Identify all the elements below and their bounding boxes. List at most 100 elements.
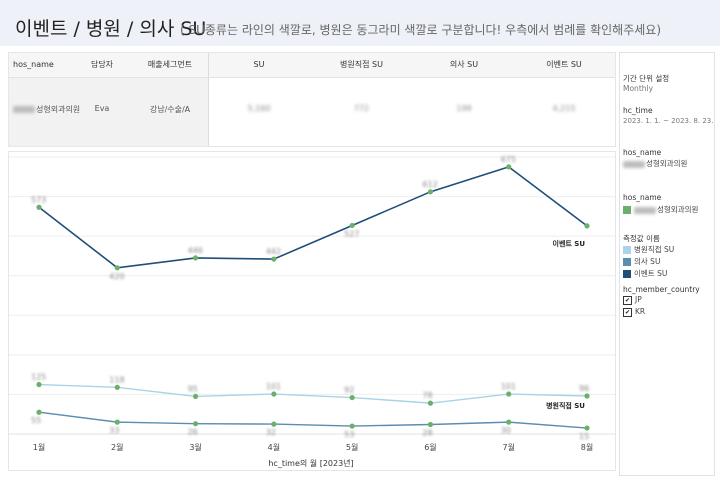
data-point [114, 265, 120, 271]
country-option-kr[interactable]: ✔ KR [623, 307, 645, 317]
x-tick-label: 3월 [189, 442, 201, 452]
chart-svg: 573 420 446 442 527 612 675 125 118 95 101 92 78 101 9… [9, 155, 615, 452]
data-point [584, 393, 590, 399]
data-label: 26 [188, 428, 198, 437]
checkbox-checked-icon[interactable]: ✔ [623, 307, 632, 317]
measure-legend-label: 측정값 이름 [623, 234, 660, 243]
series-end-label: 이벤트 SU [553, 239, 586, 248]
data-label: 442 [266, 247, 281, 256]
col-header-manager[interactable]: 담당자 [90, 60, 114, 69]
cell-su: 5,160 [247, 104, 271, 113]
data-point [192, 255, 199, 261]
data-label: 420 [109, 272, 124, 281]
data-point [506, 419, 512, 425]
x-tick-label: 5월 [346, 442, 358, 452]
data-label: 92 [344, 386, 354, 395]
data-label: 101 [501, 382, 516, 391]
hos-filter-label: hos_name [623, 148, 662, 157]
data-point [192, 393, 199, 400]
data-label: 30 [501, 426, 511, 435]
time-filter-range[interactable]: 2023. 1. 1. ~ 2023. 8. 23. [623, 117, 714, 125]
series-line [38, 411, 588, 429]
cell-hosp-su: 772 [353, 104, 370, 113]
table-divider [208, 53, 209, 146]
measure-legend-item[interactable]: 이벤트 SU [623, 268, 667, 279]
checkbox-checked-icon[interactable]: ✔ [623, 295, 632, 305]
measure-color-swatch [623, 258, 631, 266]
country-option-jp[interactable]: ✔ JP [623, 295, 642, 305]
cell-doctor-su: 199 [456, 104, 472, 113]
data-label: 28 [422, 429, 432, 438]
data-label: 55 [31, 416, 41, 425]
data-point [349, 394, 355, 401]
country-label: JP [635, 295, 642, 304]
x-tick-label: 8월 [581, 442, 593, 452]
cell-hos-name: 성형외과의원 [13, 104, 80, 115]
data-point [36, 381, 42, 388]
data-label: 527 [344, 229, 359, 238]
hos-color-swatch [623, 206, 631, 214]
x-tick-label: 1월 [33, 442, 45, 452]
measure-legend-text: 병원직접 SU [634, 245, 675, 254]
col-header-su[interactable]: SU [253, 60, 265, 69]
data-label: 446 [188, 246, 203, 255]
measure-legend-item[interactable]: 의사 SU [623, 256, 660, 267]
col-header-hos-name[interactable]: hos_name [13, 60, 54, 69]
period-label: 기간 단위 설정 [623, 74, 670, 83]
hos-filter-value-text: 성형외과의원 [646, 159, 688, 168]
data-point [271, 391, 277, 397]
data-point [427, 400, 434, 406]
data-point [506, 391, 512, 397]
data-point [427, 421, 434, 428]
col-header-hosp-su[interactable]: 병원직접 SU [340, 60, 383, 69]
cell-hos-name-text: 성형외과의원 [36, 105, 81, 114]
page-title: 이벤트 / 병원 / 의사 SU [15, 18, 207, 40]
data-point [584, 223, 590, 229]
data-label: 675 [501, 155, 516, 164]
data-point [271, 256, 277, 262]
time-filter-label: hc_time [623, 106, 653, 115]
x-tick-label: 2월 [111, 442, 123, 452]
redacted-name [623, 160, 645, 168]
title-bar: 이벤트 / 병원 / 의사 SU ( SU종류는 라인의 색깔로, 병원은 동그… [0, 0, 720, 46]
series-line [38, 166, 588, 269]
data-point [506, 164, 512, 170]
redacted-name [13, 106, 35, 113]
x-axis-title: hc_time의 월 [2023년] [268, 459, 354, 468]
measure-color-swatch [623, 246, 631, 254]
data-label: 125 [31, 373, 46, 382]
data-label: 15 [579, 432, 589, 441]
data-label: 95 [188, 384, 198, 393]
cell-event-su: 4,215 [552, 104, 576, 113]
data-point [36, 204, 42, 210]
data-label: 118 [109, 375, 124, 384]
data-point [114, 384, 120, 390]
measure-legend-text: 이벤트 SU [634, 269, 668, 278]
table-row-label-area [9, 78, 208, 146]
x-tick-label: 7월 [502, 442, 514, 452]
data-point [271, 421, 277, 427]
series-end-label: 병원직접 SU [546, 401, 585, 410]
data-point [349, 222, 355, 229]
table-header-row [9, 53, 615, 78]
country-filter-label: hc_member_country [623, 285, 700, 294]
country-label: KR [635, 307, 646, 316]
data-label: 33 [109, 426, 119, 435]
line-chart: 573 420 446 442 527 612 675 125 118 95 101 92 78 101 9… [8, 151, 616, 471]
measure-color-swatch [623, 270, 631, 278]
hos-legend-label: hos_name [623, 193, 662, 202]
data-label: 96 [579, 384, 589, 393]
data-label: 78 [422, 391, 432, 400]
measure-legend-text: 의사 SU [634, 257, 661, 266]
col-header-segment[interactable]: 매출세그먼트 [147, 60, 193, 69]
col-header-event-su[interactable]: 이벤트 SU [546, 60, 582, 69]
col-header-doctor-su[interactable]: 의사 SU [449, 60, 479, 69]
data-point [427, 189, 434, 195]
period-select[interactable]: Monthly [623, 84, 654, 93]
data-label: 32 [266, 428, 276, 437]
page-subtitle: ( SU종류는 라인의 색깔로, 병원은 동그라미 색깔로 구분합니다! 우측에… [180, 23, 662, 37]
measure-legend-item[interactable]: 병원직접 SU [623, 244, 674, 255]
hos-legend-item[interactable]: 성형외과의원 [623, 204, 698, 215]
hos-filter-value[interactable]: 성형외과의원 [623, 158, 687, 169]
hos-legend-text: 성형외과의원 [657, 205, 699, 214]
